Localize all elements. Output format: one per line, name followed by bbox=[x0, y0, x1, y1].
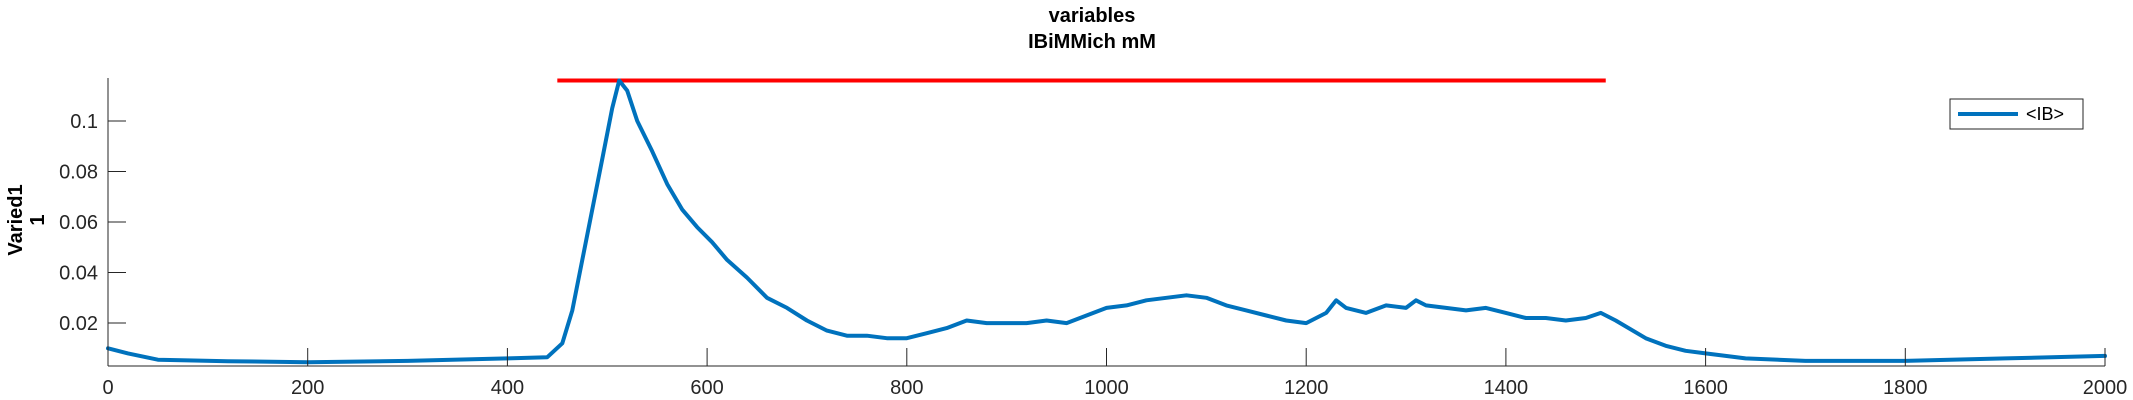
y-axis-label: Varied1 1 bbox=[5, 184, 49, 255]
x-tick-label-1: 200 bbox=[291, 377, 324, 399]
axes: 0 200 400 600 800 1000 1200 1400 1600 1800 2000 0.0… bbox=[59, 78, 2127, 399]
x-tick-label-5: 1000 bbox=[1084, 377, 1129, 399]
y-tick-label-4: 0.1 bbox=[70, 111, 98, 133]
plot-area bbox=[106, 78, 2107, 365]
x-tick-label-0: 0 bbox=[102, 377, 113, 399]
x-tick-label-10: 2000 bbox=[2083, 377, 2128, 399]
y-tick-label-3: 0.08 bbox=[59, 161, 98, 183]
x-tick-label-2: 400 bbox=[491, 377, 524, 399]
y-tick-label-1: 0.04 bbox=[59, 263, 98, 285]
x-tick-label-8: 1600 bbox=[1683, 377, 1728, 399]
x-tick-label-6: 1200 bbox=[1284, 377, 1329, 399]
x-tick-label-7: 1400 bbox=[1484, 377, 1529, 399]
legend-entry-ib: <IB> bbox=[2026, 104, 2064, 124]
x-tick-label-9: 1800 bbox=[1883, 377, 1928, 399]
x-tick-label-3: 600 bbox=[690, 377, 723, 399]
y-tick-label-0: 0.02 bbox=[59, 313, 98, 335]
chart-title-line-1: variables bbox=[1049, 5, 1136, 27]
y-axis-label-line-2: 1 bbox=[27, 214, 49, 225]
chart-title: variables IBiMMich mM bbox=[1028, 5, 1156, 53]
legend: <IB> bbox=[1949, 98, 2084, 130]
chart-title-line-2: IBiMMich mM bbox=[1028, 31, 1156, 53]
y-axis-label-line-1: Varied1 bbox=[5, 184, 27, 255]
y-tick-label-2: 0.06 bbox=[59, 212, 98, 234]
x-tick-label-4: 800 bbox=[890, 377, 923, 399]
series-line-0 bbox=[106, 78, 2107, 365]
